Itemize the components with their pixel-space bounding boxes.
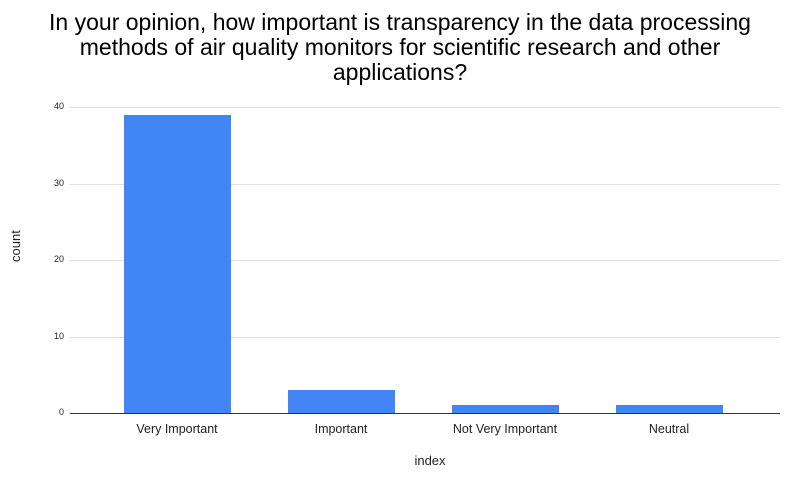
x-axis-label: index — [414, 453, 446, 468]
x-tick-label: Neutral — [648, 422, 690, 436]
bar-neutral — [615, 405, 723, 413]
x-tick-label: Very Important — [136, 422, 218, 436]
gridline — [70, 336, 780, 338]
chart-title-line-2: methods of air quality monitors for scie… — [79, 34, 721, 60]
y-tick-label: 0 — [58, 407, 64, 417]
y-tick-label: 40 — [53, 101, 64, 111]
y-tick-label: 30 — [53, 177, 64, 188]
gridline — [70, 107, 780, 108]
plot-area — [70, 107, 780, 414]
x-tick-label: Important — [314, 422, 368, 436]
chart-title: In your opinion, how important is transp… — [0, 10, 800, 85]
bar-important — [287, 390, 395, 413]
y-tick-label: 20 — [53, 254, 64, 264]
bar-very-important — [123, 114, 231, 413]
bar-not-very-important — [451, 405, 559, 413]
x-axis-line — [70, 413, 780, 414]
gridline — [70, 260, 780, 261]
chart-title-line-3: applications? — [332, 59, 468, 85]
gridline — [70, 183, 780, 185]
y-tick-label: 10 — [53, 330, 64, 341]
chart-title-line-1: In your opinion, how important is transp… — [49, 9, 751, 35]
x-tick-label: Not Very Important — [452, 422, 558, 436]
